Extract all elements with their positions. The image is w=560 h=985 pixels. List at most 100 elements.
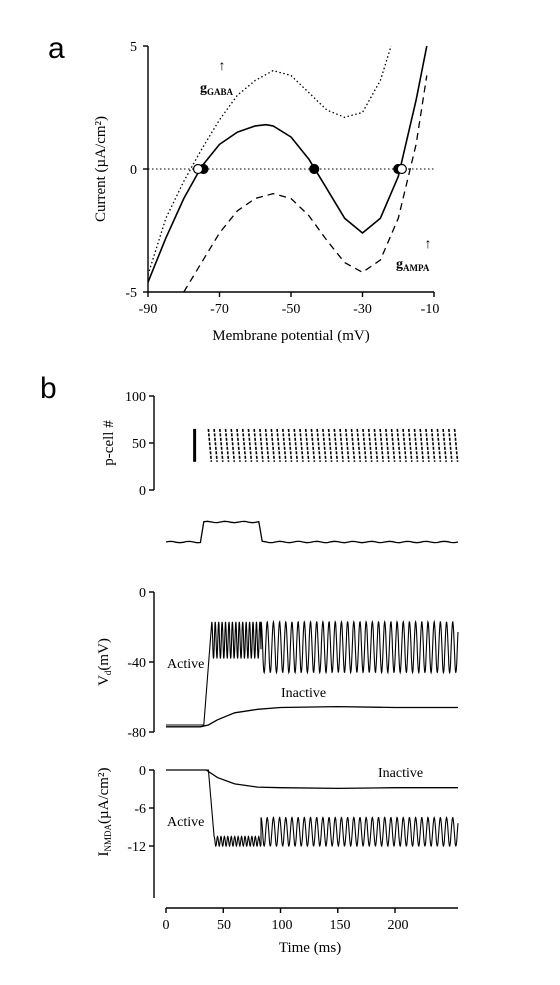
panel-a-letter: a [48,32,65,65]
spike-column [402,428,407,462]
panel-a-x-tick: -10 [421,302,440,317]
spike-column [430,428,436,462]
panel-a-y-tick: 0 [130,163,137,178]
curve-solid [147,45,428,283]
spike-column [247,428,253,462]
spike-column [453,428,459,462]
spike-column [276,428,281,462]
inmda-y-label-sub: NMDA [103,823,113,851]
raster-spikes [193,428,459,462]
g-ampa-annotation: ↑ gAMPA [396,237,432,273]
panel-a-x-tick: -90 [139,302,158,317]
spike-column [442,428,447,462]
spike-column [270,428,276,462]
spike-column [310,428,316,462]
inmda-y-tick: -12 [127,840,146,855]
stimulus-pulse [165,520,459,544]
time-x-tick: 200 [388,918,409,933]
time-x-tick: 0 [163,918,170,933]
panel-b-letter: b [40,372,57,405]
spike-column [264,428,270,462]
spike-column [407,428,413,462]
svg-text:gAMPA: gAMPA [396,257,430,273]
spike-column [390,428,396,462]
spike-column [385,428,390,462]
spike-column [253,428,258,462]
spike-column [293,428,299,462]
spike-column [224,428,230,462]
spike-column [241,428,247,462]
spike-column [299,428,304,462]
inmda-active-trace [166,769,459,848]
g-gaba-label: g [200,81,207,96]
raster-y-tick: 100 [125,390,146,405]
panel-a-x-label: Membrane potential (mV) [212,328,369,344]
spike-column [207,428,213,462]
vd-y-label-unit: (mV) [96,638,112,671]
spike-column [362,428,367,462]
inmda-y-label: I [96,851,112,856]
spike-column [350,428,356,462]
stable-fixed-point [309,163,320,175]
vd-y-tick: -40 [127,656,146,671]
raster-y-tick: 0 [139,484,146,499]
time-x-ticks [165,908,396,913]
inmda-y-tick: -6 [134,802,146,817]
spike-column [436,428,442,462]
spike-column [327,428,333,462]
spike-column [373,428,379,462]
panel-a-x-tick: -50 [282,302,301,317]
inmda-y-label-unit: (µA/cm²) [96,768,112,824]
vd-active-label: Active [167,657,204,672]
panel-a-x-tick: -70 [210,302,229,317]
spike-column [259,428,264,462]
panel-a-fixed-points [192,163,407,175]
g-gaba-sub: GABA [207,87,234,97]
g-ampa-arrow: ↑ [425,237,432,252]
g-gaba-arrow: ↑ [219,59,226,74]
svg-text:INMDA(µA/cm²): INMDA(µA/cm²) [96,768,113,857]
vd-inactive-trace [166,705,458,728]
svg-text:Vd(mV): Vd(mV) [96,638,113,686]
vd-y-tick: -80 [127,726,146,741]
spike-column [230,428,236,462]
spike-column [282,428,287,462]
spike-column [339,428,344,462]
spike-column [413,428,419,462]
spike-column [419,428,425,462]
spike-column [344,428,350,462]
curve-dashed [183,75,428,293]
time-x-tick: 100 [272,918,293,933]
spike-column [322,428,327,462]
stimulus-trace [165,520,459,544]
panel-a-y-label: Current (µA/cm²) [93,116,109,222]
spike-column [333,428,339,462]
spike-column [316,428,321,462]
vd-plot: 0 -40 -80 Vd(mV) Active Inactive [96,586,459,741]
spike-column [448,428,453,462]
spike-column [287,428,293,462]
inmda-inactive-label: Inactive [378,766,423,781]
spike-column [425,428,430,462]
panel-a-y-tick: -5 [125,286,137,301]
inmda-plot: 0 -6 -12 INMDA(µA/cm²) Active Inactive [96,764,459,898]
inmda-y-tick: 0 [139,764,146,779]
raster-plot: 100 50 0 p-cell # [101,390,459,499]
spike-column [304,428,310,462]
vd-inactive-label: Inactive [281,686,326,701]
panel-a-x-ticks [147,292,435,297]
time-x-tick: 150 [330,918,351,933]
vd-y-tick: 0 [139,586,146,601]
spike-column [236,428,241,462]
svg-text:gGABA: gGABA [200,81,234,97]
time-x-label: Time (ms) [279,940,341,956]
spike-column [219,428,224,462]
inmda-inactive-trace [166,769,458,790]
g-gaba-annotation: ↑ gGABA [200,59,234,97]
spike-column [367,428,373,462]
open-fixed-point [192,163,204,175]
time-x-tick: 50 [217,918,231,933]
spike-column [213,428,218,462]
panel-a-y-tick: 5 [130,40,137,55]
